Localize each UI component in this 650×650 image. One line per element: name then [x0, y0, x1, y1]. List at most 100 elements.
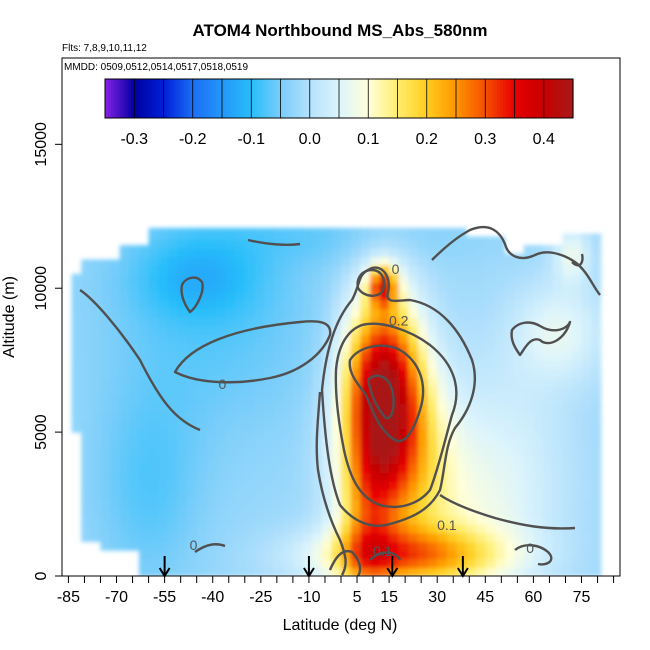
- heatmap-cell: [341, 567, 352, 576]
- heatmap-cell: [119, 282, 130, 292]
- heatmap-cell: [427, 524, 438, 534]
- heatmap-cell: [446, 446, 458, 456]
- heatmap-cell: [398, 420, 409, 430]
- heatmap-cell: [196, 256, 207, 266]
- heatmap-cell: [369, 317, 381, 327]
- heatmap-cell: [456, 308, 467, 318]
- heatmap-cell: [571, 233, 583, 240]
- heatmap-cell: [264, 463, 275, 473]
- heatmap-cell: [138, 481, 150, 491]
- heatmap-cell: [148, 239, 159, 249]
- heatmap-cell: [437, 334, 448, 344]
- heatmap-cell: [475, 236, 486, 240]
- heatmap-cell: [283, 437, 294, 448]
- contour-layer: [79, 225, 601, 576]
- heatmap-cell: [244, 299, 256, 309]
- colorbar-swatch: [239, 79, 244, 118]
- x-tick-label: 5: [353, 589, 362, 606]
- heatmap-cell: [552, 506, 563, 517]
- heatmap-cell: [523, 368, 535, 379]
- heatmap-cell: [71, 337, 82, 347]
- heatmap-cell: [350, 273, 361, 284]
- heatmap-cell: [312, 308, 323, 318]
- heatmap-cell: [581, 437, 592, 448]
- heatmap-cell: [244, 481, 256, 491]
- heatmap-cell: [100, 265, 111, 275]
- heatmap-cell: [552, 403, 563, 413]
- heatmap-cell: [81, 394, 92, 404]
- heatmap-cell: [571, 239, 583, 249]
- colorbar-swatch: [423, 79, 428, 118]
- heatmap-cell: [244, 308, 256, 318]
- heatmap-cell: [129, 256, 140, 266]
- heatmap-cell: [71, 363, 82, 373]
- heatmap-cell: [350, 489, 361, 499]
- heatmap-cell: [341, 308, 352, 318]
- heatmap-cell: [206, 489, 217, 499]
- heatmap-cell: [437, 230, 448, 240]
- heatmap-cell: [110, 541, 121, 551]
- heatmap-cell: [341, 463, 352, 473]
- heatmap-cell: [235, 420, 246, 430]
- colorbar-swatch: [198, 79, 203, 118]
- heatmap-cell: [148, 498, 159, 508]
- heatmap-cell: [427, 265, 438, 275]
- heatmap-cell: [456, 420, 467, 430]
- heatmap-cell: [129, 351, 140, 361]
- heatmap-cell: [90, 481, 102, 491]
- heatmap-cell: [485, 411, 496, 422]
- heatmap-cell: [206, 420, 217, 430]
- heatmap-cell: [110, 291, 121, 301]
- heatmap-cell: [312, 230, 323, 240]
- heatmap-cell: [225, 247, 236, 258]
- heatmap-cell: [398, 265, 409, 275]
- heatmap-cell: [552, 247, 563, 258]
- heatmap-cell: [562, 550, 573, 560]
- heatmap-cell: [341, 239, 352, 249]
- heatmap-cell: [504, 437, 515, 448]
- heatmap-cell: [206, 308, 217, 318]
- heatmap-cell: [187, 377, 198, 387]
- heatmap-cell: [158, 515, 169, 525]
- heatmap-cell: [360, 394, 371, 404]
- heatmap-cell: [254, 420, 265, 430]
- heatmap-cell: [523, 299, 535, 309]
- heatmap-cell: [235, 541, 246, 551]
- x-tick-label: -40: [201, 589, 224, 606]
- heatmap-cell: [475, 429, 486, 439]
- heatmap-cell: [283, 481, 294, 491]
- heatmap-cell: [350, 524, 361, 534]
- heatmap-cell: [427, 420, 438, 430]
- heatmap-cell: [341, 299, 352, 309]
- heatmap-cell: [552, 317, 563, 327]
- heatmap-cell: [177, 558, 188, 568]
- heatmap-cell: [100, 291, 111, 301]
- x-axis: -85 -70 -55 -40 -25 -10 5 15 30 45 60 75: [57, 576, 615, 606]
- heatmap-cell: [389, 377, 400, 387]
- heatmap-cell: [81, 342, 92, 353]
- heatmap-cell: [119, 325, 130, 335]
- heatmap-cell: [148, 455, 159, 465]
- heatmap-cell: [81, 489, 92, 499]
- heatmap-cell: [138, 558, 150, 568]
- heatmap-cell: [398, 437, 409, 448]
- heatmap-cell: [244, 317, 256, 327]
- heatmap-cell: [398, 282, 409, 292]
- colorbar-tick-label: -0.1: [237, 131, 265, 148]
- heatmap-cell: [187, 256, 198, 266]
- heatmap-cell: [215, 498, 227, 508]
- heatmap-cell: [350, 227, 361, 232]
- heatmap-cell: [177, 489, 188, 499]
- heatmap-cell: [591, 550, 602, 560]
- heatmap-cell: [100, 368, 111, 379]
- heatmap-cell: [571, 463, 583, 473]
- heatmap-cell: [446, 506, 458, 517]
- heatmap-cell: [543, 463, 554, 473]
- heatmap-cell: [292, 230, 304, 240]
- heatmap-cell: [196, 317, 207, 327]
- heatmap-cell: [523, 506, 535, 517]
- heatmap-cell: [321, 394, 332, 404]
- heatmap-cell: [331, 256, 342, 266]
- colorbar-swatch: [464, 79, 469, 118]
- heatmap-cell: [196, 524, 207, 534]
